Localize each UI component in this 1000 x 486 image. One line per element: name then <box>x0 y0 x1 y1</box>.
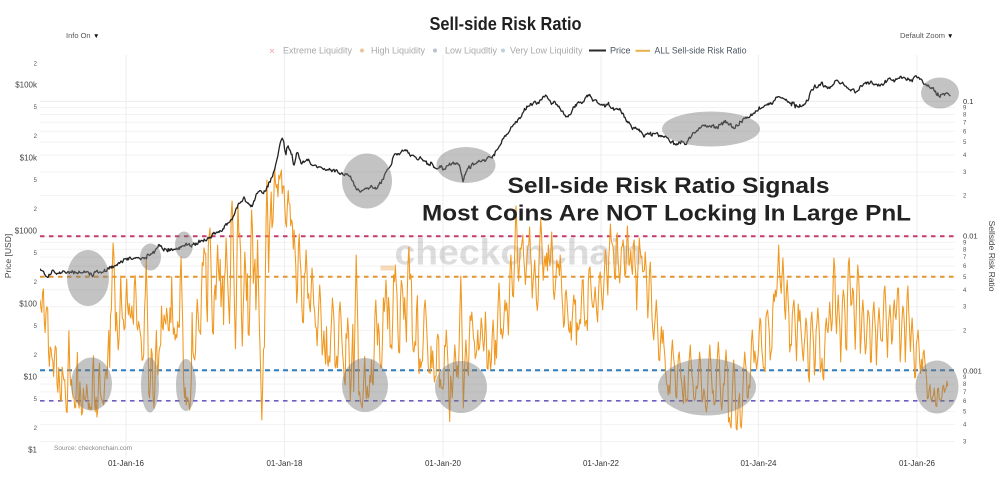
svg-text:6: 6 <box>963 264 967 270</box>
svg-text:$100: $100 <box>19 300 37 309</box>
svg-text:5: 5 <box>963 410 967 416</box>
svg-text:4: 4 <box>963 288 967 294</box>
svg-text:4: 4 <box>963 153 967 159</box>
svg-text:Extreme Liquidity: Extreme Liquidity <box>283 46 353 56</box>
svg-text:9: 9 <box>963 240 967 246</box>
svg-text:2: 2 <box>34 353 38 359</box>
svg-text:$10: $10 <box>24 373 38 382</box>
svg-text:3: 3 <box>963 170 967 176</box>
svg-text:3: 3 <box>963 305 967 311</box>
svg-text:5: 5 <box>34 251 38 257</box>
svg-text:0.01: 0.01 <box>963 232 978 241</box>
svg-text:▼: ▼ <box>93 33 99 40</box>
svg-text:5: 5 <box>34 105 38 111</box>
svg-text:$100k: $100k <box>15 81 38 90</box>
svg-text:2: 2 <box>963 328 967 334</box>
svg-text:Low Liqudltiy: Low Liqudltiy <box>445 46 498 56</box>
svg-text:5: 5 <box>34 324 38 330</box>
svg-text:Most Coins Are NOT Locking In: Most Coins Are NOT Locking In Large PnL <box>422 201 911 226</box>
svg-text:Price: Price <box>610 46 631 56</box>
svg-text:2: 2 <box>963 194 967 200</box>
svg-text:01-Jan-24: 01-Jan-24 <box>740 459 777 468</box>
svg-text:0.1: 0.1 <box>963 97 973 106</box>
svg-text:6: 6 <box>963 399 967 405</box>
svg-text:9: 9 <box>963 106 967 112</box>
svg-text:0.001: 0.001 <box>963 367 982 376</box>
svg-text:01-Jan-16: 01-Jan-16 <box>108 459 145 468</box>
svg-text:Sellside Risk Ratio: Sellside Risk Ratio <box>987 221 997 292</box>
svg-text:2: 2 <box>34 280 38 286</box>
svg-text:ALL Sell-side Risk Ratio: ALL Sell-side Risk Ratio <box>655 46 747 56</box>
svg-text:3: 3 <box>963 439 967 445</box>
svg-text:Very Low Liquidity: Very Low Liquidity <box>510 46 583 56</box>
svg-text:2: 2 <box>34 426 38 432</box>
svg-text:9: 9 <box>963 375 967 381</box>
svg-text:7: 7 <box>963 390 967 396</box>
svg-text:Price [USD]: Price [USD] <box>3 234 13 278</box>
svg-text:5: 5 <box>34 178 38 184</box>
svg-text:6: 6 <box>963 129 967 135</box>
svg-text:8: 8 <box>963 112 967 118</box>
svg-text:$1000: $1000 <box>15 227 38 236</box>
svg-text:7: 7 <box>963 120 967 126</box>
svg-text:01-Jan-18: 01-Jan-18 <box>266 459 303 468</box>
svg-text:$1: $1 <box>28 446 37 455</box>
svg-text:5: 5 <box>963 275 967 281</box>
svg-text:Sell-side Risk Ratio Signals: Sell-side Risk Ratio Signals <box>508 173 830 198</box>
svg-text:Default Zoom: Default Zoom <box>900 31 945 40</box>
svg-text:01-Jan-22: 01-Jan-22 <box>583 459 620 468</box>
svg-text:8: 8 <box>963 382 967 388</box>
svg-text:01-Jan-26: 01-Jan-26 <box>899 459 936 468</box>
svg-text:01-Jan-20: 01-Jan-20 <box>425 459 462 468</box>
svg-text:Source: checkonchain.com: Source: checkonchain.com <box>54 445 132 452</box>
svg-text:2: 2 <box>34 134 38 140</box>
svg-text:▼: ▼ <box>947 33 953 40</box>
svg-text:Info On: Info On <box>66 31 91 40</box>
svg-text:$10k: $10k <box>20 154 38 163</box>
svg-text:Sell-side Risk Ratio: Sell-side Risk Ratio <box>430 14 582 34</box>
svg-text:4: 4 <box>963 423 967 429</box>
svg-text:8: 8 <box>963 247 967 253</box>
svg-text:High Liquidity: High Liquidity <box>371 46 426 56</box>
svg-text:2: 2 <box>34 62 38 68</box>
svg-text:2: 2 <box>34 207 38 213</box>
svg-text:5: 5 <box>963 140 967 146</box>
svg-text:✕: ✕ <box>269 47 275 56</box>
svg-text:7: 7 <box>963 255 967 261</box>
svg-text:5: 5 <box>34 397 38 403</box>
